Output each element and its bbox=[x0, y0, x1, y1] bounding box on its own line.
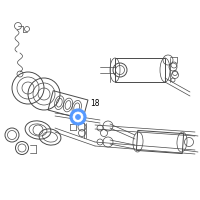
Circle shape bbox=[70, 109, 86, 125]
Text: 18: 18 bbox=[90, 99, 100, 108]
Circle shape bbox=[73, 112, 83, 122]
Circle shape bbox=[76, 114, 80, 119]
